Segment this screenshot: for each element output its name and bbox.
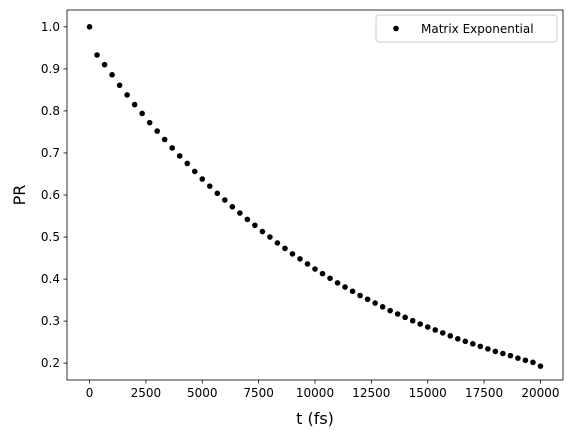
y-ticks: 0.2 0.3 0.4 0.5 0.6 0.7 0.8 0.9 1.0 bbox=[41, 20, 67, 370]
data-point bbox=[537, 363, 544, 369]
data-point bbox=[387, 307, 393, 314]
data-point bbox=[342, 284, 348, 290]
y-tick-label: 0.4 bbox=[41, 272, 60, 286]
x-tick-label: 15000 bbox=[409, 386, 447, 400]
data-point bbox=[477, 343, 484, 350]
data-point bbox=[379, 304, 386, 310]
data-point bbox=[244, 216, 251, 223]
data-point bbox=[304, 261, 311, 267]
legend-box bbox=[375, 14, 558, 43]
data-point bbox=[364, 296, 371, 303]
data-point bbox=[485, 346, 491, 352]
x-tick-label: 20000 bbox=[521, 386, 559, 400]
data-point bbox=[372, 300, 378, 306]
x-ticks: 0 2500 5000 7500 10000 12500 15000 17500 20000 bbox=[86, 380, 560, 400]
data-point bbox=[101, 61, 108, 68]
data-point bbox=[454, 335, 461, 342]
data-point bbox=[394, 311, 401, 317]
data-points bbox=[86, 24, 544, 369]
data-point bbox=[424, 324, 431, 330]
data-point bbox=[154, 128, 160, 134]
data-point bbox=[176, 153, 183, 159]
data-point bbox=[191, 168, 198, 175]
data-point bbox=[470, 341, 476, 347]
data-point bbox=[237, 210, 243, 216]
x-tick-label: 17500 bbox=[465, 386, 503, 400]
data-point bbox=[462, 338, 469, 345]
data-point bbox=[447, 333, 454, 339]
y-tick-label: 0.7 bbox=[41, 146, 60, 160]
data-point bbox=[312, 266, 318, 272]
legend: Matrix Exponential bbox=[375, 14, 558, 43]
data-point bbox=[229, 203, 236, 210]
data-point bbox=[214, 190, 221, 197]
x-tick-label: 5000 bbox=[187, 386, 218, 400]
data-point bbox=[492, 348, 499, 355]
data-point bbox=[169, 145, 176, 151]
data-point bbox=[116, 82, 123, 89]
data-point bbox=[297, 256, 303, 262]
data-point bbox=[500, 350, 506, 357]
data-point bbox=[124, 92, 130, 98]
data-point bbox=[515, 355, 521, 361]
x-tick-label: 12500 bbox=[352, 386, 390, 400]
legend-label: Matrix Exponential bbox=[421, 22, 534, 36]
x-tick-label: 0 bbox=[86, 386, 94, 400]
y-tick-label: 0.8 bbox=[41, 104, 60, 118]
plot-area bbox=[67, 10, 563, 380]
data-point bbox=[267, 234, 273, 240]
legend-marker bbox=[393, 25, 399, 32]
data-point bbox=[86, 24, 93, 30]
data-point bbox=[184, 160, 191, 167]
y-tick-label: 0.6 bbox=[41, 188, 60, 202]
y-tick-label: 0.2 bbox=[41, 356, 60, 370]
y-tick-label: 0.9 bbox=[41, 62, 60, 76]
data-point bbox=[357, 292, 363, 299]
y-tick-label: 0.5 bbox=[41, 230, 60, 244]
y-tick-label: 0.3 bbox=[41, 314, 60, 328]
data-point bbox=[319, 270, 326, 277]
data-point bbox=[530, 359, 536, 366]
x-tick-label: 7500 bbox=[243, 386, 274, 400]
plot-frame bbox=[66, 9, 564, 381]
data-point bbox=[259, 228, 266, 235]
data-point bbox=[327, 275, 333, 282]
data-point bbox=[109, 71, 115, 78]
data-point bbox=[402, 314, 408, 321]
x-tick-label: 10000 bbox=[296, 386, 334, 400]
data-point bbox=[334, 280, 341, 286]
data-point bbox=[522, 357, 529, 364]
x-tick-label: 2500 bbox=[131, 386, 162, 400]
data-point bbox=[131, 101, 138, 108]
data-point bbox=[146, 119, 153, 126]
data-point bbox=[94, 52, 100, 58]
data-point bbox=[289, 251, 296, 257]
data-point bbox=[139, 110, 145, 117]
data-point bbox=[199, 176, 206, 182]
data-point bbox=[222, 197, 228, 203]
data-point bbox=[252, 222, 258, 229]
data-point bbox=[507, 352, 514, 359]
data-point bbox=[206, 183, 213, 189]
data-point bbox=[417, 321, 424, 327]
data-point bbox=[274, 240, 281, 246]
y-tick-label: 1.0 bbox=[41, 20, 60, 34]
x-axis-title: t (fs) bbox=[296, 409, 334, 428]
data-point bbox=[439, 330, 446, 336]
data-point bbox=[432, 327, 439, 333]
data-point bbox=[161, 136, 168, 143]
y-axis-title: PR bbox=[10, 185, 29, 206]
data-point bbox=[349, 288, 356, 295]
data-point bbox=[409, 317, 416, 324]
data-point bbox=[282, 245, 288, 252]
